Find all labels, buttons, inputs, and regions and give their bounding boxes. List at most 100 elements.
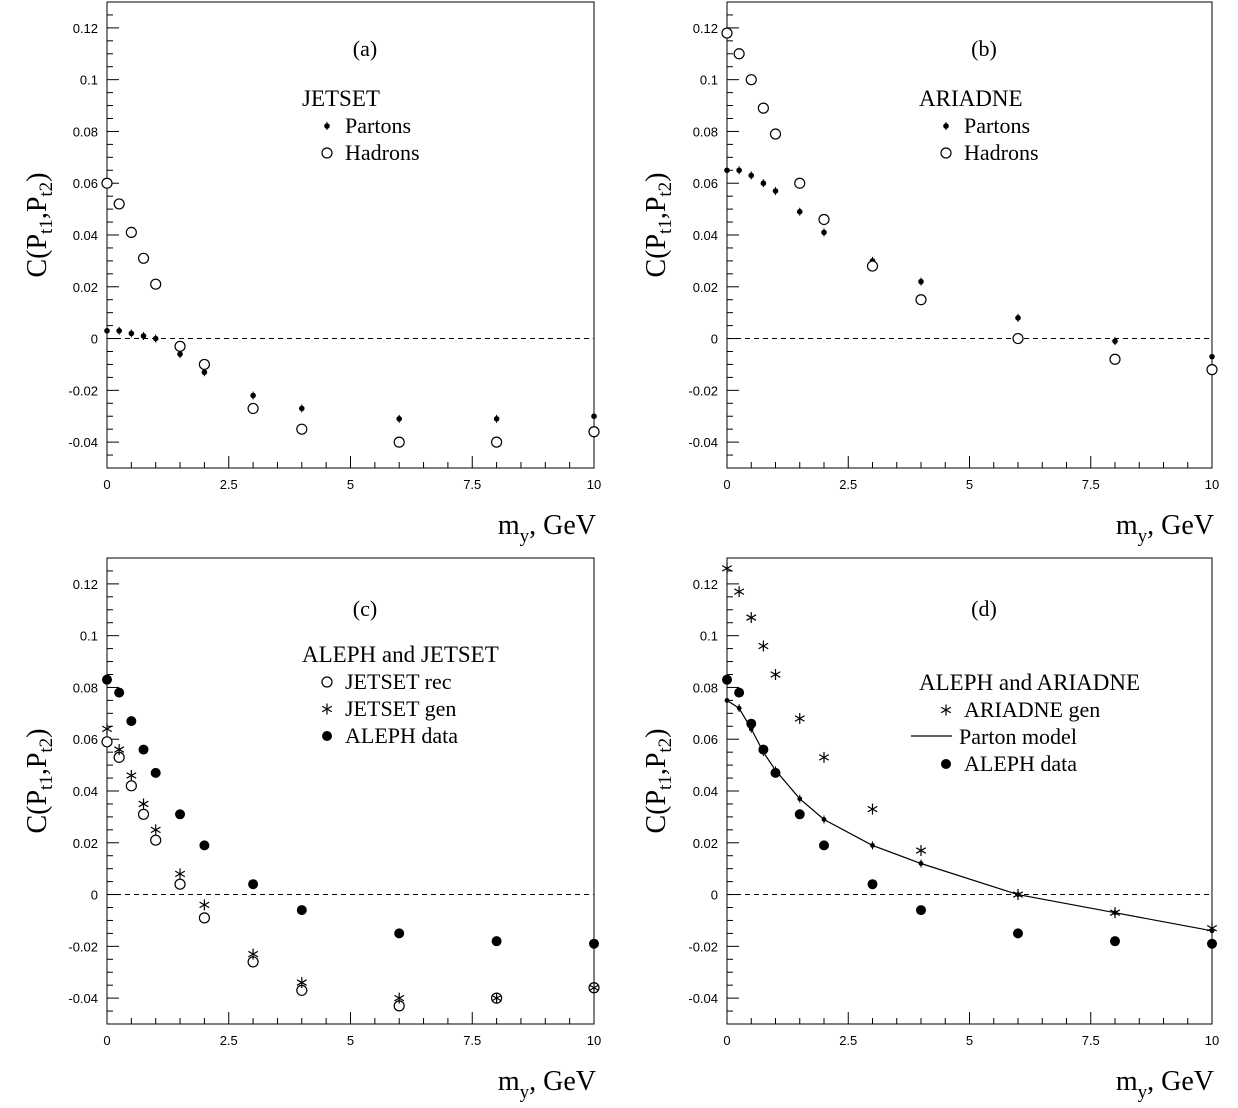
legend-label: ARIADNE gen <box>964 697 1100 722</box>
data-point <box>591 412 597 421</box>
data-point <box>1015 890 1021 899</box>
data-point <box>114 687 125 698</box>
data-point <box>137 252 150 264</box>
data-point <box>102 674 112 685</box>
data-point <box>757 102 769 114</box>
panel-label: (a) <box>353 36 377 61</box>
legend-item: ARIADNE gen <box>940 697 1100 722</box>
data-point <box>1013 928 1023 939</box>
data-point <box>760 179 767 188</box>
data-point <box>916 905 926 916</box>
legend-label: Partons <box>345 113 411 138</box>
data-point <box>1112 337 1118 346</box>
data-point <box>198 358 210 371</box>
legend-item: Hadrons <box>940 140 1039 165</box>
y-tick-label: 0.06 <box>73 732 98 747</box>
data-point <box>746 718 757 729</box>
data-point <box>175 809 186 820</box>
data-point <box>126 716 137 727</box>
y-tick-label: 0.12 <box>693 21 718 36</box>
y-tick-label: 0.1 <box>700 73 718 88</box>
data-point <box>104 326 110 335</box>
data-point <box>174 878 186 890</box>
data-point <box>198 912 210 924</box>
y-axis-label: C(Pt1,Pt2) <box>22 172 57 277</box>
plot-frame <box>726 1 1213 469</box>
data-point <box>1112 908 1118 917</box>
y-tick-label: 0.1 <box>80 73 98 88</box>
legend-item: ALEPH data <box>941 751 1077 776</box>
data-point <box>1206 364 1218 376</box>
chart-panel-d: -0.04 -0.02 0 0.02 0.04 0.06 0.08 0.1 0.12 0 2.5 5 7… <box>619 554 1238 1108</box>
data-point <box>745 74 757 86</box>
y-tick-label: 0.04 <box>73 784 98 799</box>
legend-marker <box>943 122 949 130</box>
x-tick-label: 7.5 <box>463 477 481 492</box>
legend-item: Parton model <box>911 724 1077 749</box>
x-tick-label: 10 <box>1205 477 1219 492</box>
y-tick-label: 0 <box>711 888 718 903</box>
data-point <box>393 436 405 448</box>
legend-label: JETSET rec <box>345 669 452 694</box>
x-tick-label: 5 <box>966 1033 973 1048</box>
data-point <box>794 809 805 820</box>
data-point <box>101 723 113 735</box>
series-hadrons <box>721 27 1218 376</box>
data-point <box>250 391 256 400</box>
y-tick-label: 0.12 <box>73 577 98 592</box>
y-tick-label: 0.1 <box>700 629 718 644</box>
data-point <box>394 928 405 939</box>
legend-marker <box>324 122 330 130</box>
data-point <box>918 859 924 868</box>
data-point <box>721 27 733 39</box>
y-tick-label: 0.04 <box>73 228 98 243</box>
x-tick-label: 7.5 <box>1082 1033 1100 1048</box>
x-tick-label: 2.5 <box>839 1033 857 1048</box>
legend-item: Partons <box>324 113 411 138</box>
data-point <box>138 744 149 755</box>
chart-panel-a: -0.04 -0.02 0 0.02 0.04 0.06 0.08 0.1 0.12 0 2.5 5 7… <box>0 0 619 554</box>
y-tick-label: 0.04 <box>693 784 718 799</box>
data-point <box>101 736 113 748</box>
legend-item: JETSET gen <box>321 696 456 721</box>
y-tick-label: 0.06 <box>693 732 718 747</box>
data-point <box>733 48 745 60</box>
x-tick-label: 0 <box>103 477 110 492</box>
data-point <box>870 841 875 850</box>
data-point <box>396 414 403 423</box>
y-tick-label: 0.1 <box>80 629 98 644</box>
data-point <box>915 845 927 857</box>
data-point <box>769 128 782 140</box>
data-point <box>150 824 161 836</box>
data-point <box>758 744 769 755</box>
panel-label: (b) <box>971 36 997 61</box>
legend-label: Hadrons <box>345 140 420 165</box>
legend-item: ALEPH data <box>322 723 458 748</box>
series-jetset-gen <box>101 723 600 1004</box>
chart-panel-b: -0.04 -0.02 0 0.02 0.04 0.06 0.08 0.1 0.12 0 2.5 5 7… <box>619 0 1238 554</box>
y-tick-label: -0.02 <box>68 383 98 398</box>
data-point <box>125 780 137 792</box>
data-point <box>772 186 779 195</box>
data-point <box>721 562 733 574</box>
x-axis-label: my, GeV <box>498 1066 596 1103</box>
legend-title: JETSET <box>302 86 380 111</box>
data-point <box>819 840 829 851</box>
data-point <box>199 899 210 911</box>
y-tick-label: 0.02 <box>693 836 718 851</box>
y-tick-label: -0.02 <box>688 383 718 398</box>
data-point <box>199 840 210 851</box>
legend-item: JETSET rec <box>321 669 452 694</box>
x-tick-label: 10 <box>587 477 601 492</box>
data-point <box>915 294 927 306</box>
legend-title: ARIADNE <box>919 86 1023 111</box>
legend-marker <box>321 703 333 715</box>
legend-label: Hadrons <box>964 140 1039 165</box>
data-point <box>248 879 259 890</box>
legend-marker <box>321 676 333 688</box>
data-point <box>174 340 186 352</box>
y-tick-label: 0.08 <box>73 124 98 139</box>
data-point <box>140 331 147 340</box>
x-tick-label: 2.5 <box>220 477 238 492</box>
data-point <box>125 226 137 239</box>
